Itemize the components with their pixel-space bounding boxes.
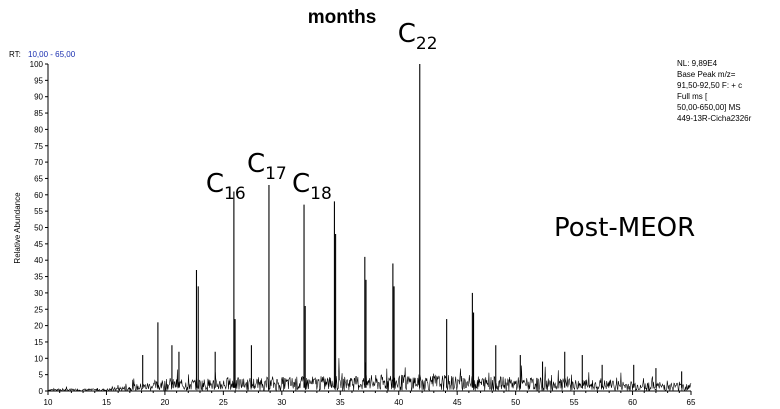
- info-line: Base Peak m/z=: [677, 70, 736, 79]
- y-tick-label: 30: [34, 289, 43, 298]
- y-tick-label: 90: [34, 93, 43, 102]
- x-tick-label: 30: [277, 398, 286, 407]
- x-tick-label: 55: [570, 398, 579, 407]
- noise-baseline: [47, 358, 692, 392]
- info-line: NL: 9,89E4: [677, 59, 718, 68]
- x-tick-label: 10: [44, 398, 53, 407]
- info-line: 50,00-650,00] MS: [677, 103, 741, 112]
- y-tick-label: 95: [34, 76, 43, 85]
- y-tick-label: 80: [34, 125, 43, 134]
- peak-annotation-letter: C: [292, 169, 310, 199]
- x-tick-label: 20: [160, 398, 169, 407]
- scan-info: NL: 9,89E4 Base Peak m/z= 91,50-92,50 F:…: [677, 59, 752, 123]
- y-tick-label: 60: [34, 191, 43, 200]
- x-tick-label: 65: [687, 398, 696, 407]
- y-tick-label: 75: [34, 142, 43, 151]
- y-tick-label: 35: [34, 273, 43, 282]
- peak-annotation-sub: 16: [224, 184, 246, 204]
- info-line: 91,50-92,50 F: + c: [677, 81, 742, 90]
- y-tick-label: 85: [34, 109, 43, 118]
- rt-label: RT:: [9, 50, 21, 59]
- x-ticks: 10 15 20 25 30 35 40 45 50 55 60 65: [44, 391, 696, 407]
- peak-annotation-sub: 18: [310, 184, 332, 204]
- info-line: Full ms [: [677, 92, 708, 101]
- y-axis-label: Relative Abundance: [13, 192, 22, 264]
- y-tick-label: 55: [34, 207, 43, 216]
- peak-annotation: C17: [247, 149, 287, 184]
- y-tick-label: 45: [34, 240, 43, 249]
- peak-annotation: C22: [398, 19, 438, 54]
- x-tick-label: 40: [394, 398, 403, 407]
- y-tick-label: 5: [39, 371, 44, 380]
- chart-title: months: [308, 7, 377, 28]
- rt-range-value: 10,00 - 65,00: [28, 50, 76, 59]
- x-tick-label: 50: [511, 398, 520, 407]
- peak-annotation-sub: 22: [416, 34, 438, 54]
- x-tick-label: 45: [453, 398, 462, 407]
- x-tick-label: 15: [102, 398, 111, 407]
- peak-annotation-letter: C: [206, 169, 224, 199]
- y-tick-label: 25: [34, 305, 43, 314]
- y-tick-label: 15: [34, 338, 43, 347]
- peak-annotation: C18: [292, 169, 332, 204]
- y-tick-label: 50: [34, 224, 43, 233]
- x-tick-label: 25: [219, 398, 228, 407]
- x-tick-label: 35: [336, 398, 345, 407]
- y-tick-label: 20: [34, 322, 43, 331]
- peak-annotation-letter: C: [398, 19, 416, 49]
- y-tick-label: 100: [30, 60, 44, 69]
- y-ticks: 0 5 10 15 20 25 30 35 40 45 50 55 60 65 70 75 80 85 90 95 10…: [30, 60, 48, 396]
- y-tick-label: 70: [34, 158, 43, 167]
- sample-label: Post-MEOR: [554, 213, 695, 243]
- baseline-trace: [47, 358, 692, 392]
- x-tick-label: 60: [628, 398, 637, 407]
- peak-annotation-sub: 17: [265, 164, 287, 184]
- peaks-group: [142, 64, 683, 388]
- y-tick-label: 40: [34, 256, 43, 265]
- peak-annotation-letter: C: [247, 149, 265, 179]
- info-line: 449-13R-Cicha2326r: [677, 114, 752, 123]
- y-tick-label: 0: [39, 387, 44, 396]
- y-tick-label: 10: [34, 354, 43, 363]
- y-tick-label: 65: [34, 174, 43, 183]
- peak-annotation: C16: [206, 169, 246, 204]
